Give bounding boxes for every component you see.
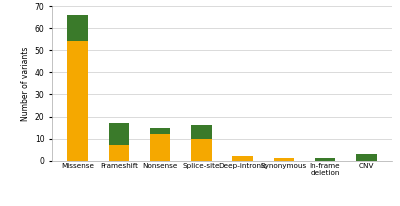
Bar bbox=[150, 134, 170, 161]
Y-axis label: Number of variants: Number of variants bbox=[22, 46, 30, 121]
Bar bbox=[232, 156, 253, 161]
Bar bbox=[109, 145, 129, 161]
Bar bbox=[109, 123, 129, 145]
Bar bbox=[68, 15, 88, 41]
Bar bbox=[274, 158, 294, 161]
Bar bbox=[356, 154, 376, 161]
Bar bbox=[315, 158, 335, 161]
Bar bbox=[150, 128, 170, 134]
Bar bbox=[191, 125, 212, 139]
Bar bbox=[191, 139, 212, 161]
Bar bbox=[68, 41, 88, 161]
